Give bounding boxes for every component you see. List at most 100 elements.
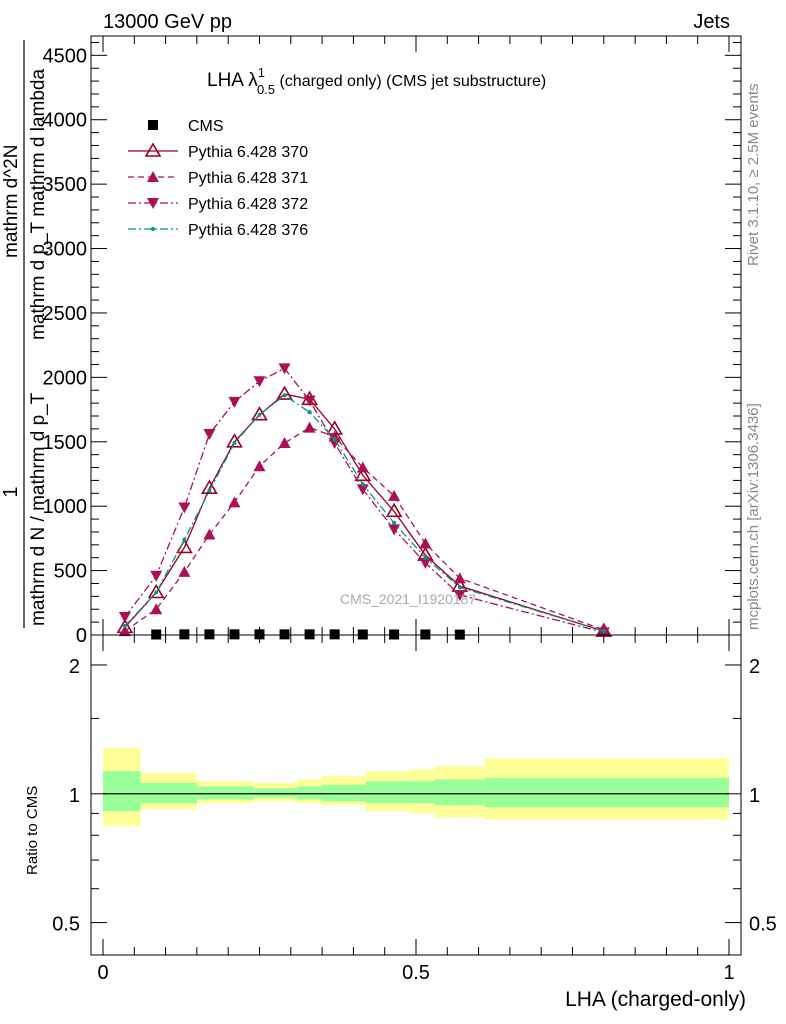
data-point [360, 482, 365, 487]
data-point [254, 629, 265, 640]
xlabel: LHA (charged-only) [565, 988, 746, 1011]
data-point [226, 433, 243, 448]
data-point [201, 479, 218, 494]
mcplots-label: mcplots.cern.ch [arXiv:1306.3436] [745, 403, 762, 630]
data-point [388, 489, 401, 501]
data-point [229, 629, 240, 640]
data-point [178, 502, 191, 514]
data-point [420, 629, 431, 640]
data-point [228, 496, 241, 508]
uncertainty-band-inner [253, 788, 298, 798]
data-point [357, 629, 368, 640]
uncertainty-band-inner [196, 786, 254, 800]
uncertainty-band-inner [297, 786, 323, 800]
series-line [124, 426, 605, 632]
ratio-plot-area: 0.5 0.5 1 1 2 2 0 0.5 1 [52, 635, 777, 984]
data-point [178, 565, 191, 577]
ratio-y-tick-label: 2 [69, 656, 80, 678]
data-point [354, 466, 372, 482]
data-point [150, 570, 163, 582]
data-point [392, 520, 397, 525]
ylabel-extra-b: mathrm d p_T mathrm d lambda [28, 69, 49, 340]
data-point [356, 484, 369, 496]
legend-marker [147, 171, 159, 182]
data-point [203, 528, 216, 540]
data-point [356, 461, 369, 473]
data-point [118, 611, 131, 623]
y-tick-label: 3000 [43, 239, 88, 261]
data-point [385, 502, 403, 518]
data-point [328, 438, 341, 450]
x-tick-label: 0.5 [402, 962, 430, 984]
legend-marker [147, 198, 159, 209]
ylabel-numerator: 1 [0, 486, 22, 497]
data-point [303, 421, 316, 433]
plot-title-main: LHA λ [207, 70, 258, 91]
uncertainty-band-inner [140, 782, 197, 804]
ratio-ylabel: Ratio to CMS [24, 786, 41, 875]
data-point [332, 437, 337, 442]
data-point [278, 437, 291, 449]
legend-marker [144, 142, 162, 157]
plot-title: LHA λ1 0.5 (charged only) (CMS jet substr… [207, 65, 546, 97]
ylabel-extra-a: mathrm d^2N [1, 145, 22, 258]
y-tick-label: 4500 [43, 45, 88, 67]
legend: CMS Pythia 6.428 370 Pythia 6.428 371 Pythi… [128, 118, 308, 239]
y-tick-label: 0 [76, 625, 87, 647]
y-tick-label: 4000 [43, 110, 88, 132]
uncertainty-band-inner [103, 771, 141, 812]
data-point [151, 629, 162, 640]
y-tick-label: 3500 [43, 174, 88, 196]
main-plot-area: 0 500 1000 1500 2000 2500 3000 3500 4000 4500 [43, 36, 741, 647]
data-point [279, 629, 290, 640]
data-point [419, 557, 432, 569]
legend-marker [151, 227, 155, 231]
plot-title-sup: 1 [258, 65, 265, 80]
data-point [122, 623, 127, 628]
data-point [276, 385, 293, 400]
uncertainty-band-inner [322, 784, 366, 802]
y-tick-label: 2000 [43, 367, 88, 389]
data-point [601, 629, 606, 634]
data-point [453, 590, 466, 602]
legend-label: Pythia 6.428 376 [188, 222, 308, 239]
plot-title-rest: (charged only) (CMS jet substructure) [275, 73, 546, 90]
data-point [150, 603, 163, 615]
data-point [253, 460, 266, 472]
category-label: Jets [693, 11, 730, 33]
data-point [303, 395, 316, 407]
data-point [204, 629, 215, 640]
watermark: CMS_2021_I1920187 [340, 591, 476, 607]
data-point [228, 396, 241, 408]
ratio-y-tick-label: 0.5 [52, 914, 80, 936]
data-point [182, 537, 187, 542]
ratio-frame [90, 634, 742, 956]
ratio-y-tick-label-right: 1 [749, 785, 760, 807]
energy-label: 13000 GeV pp [103, 11, 232, 33]
uncertainty-band-inner [484, 777, 729, 808]
y-tick-label: 2500 [43, 303, 88, 325]
data-point [457, 585, 462, 590]
data-point [389, 629, 400, 640]
legend-marker [148, 120, 158, 130]
data-point [203, 429, 216, 441]
data-point [307, 410, 312, 415]
data-point [232, 441, 237, 446]
data-point [147, 583, 165, 599]
data-point [207, 488, 212, 493]
ylabel-denominator: mathrm d N / mathrm d p_T [28, 392, 49, 626]
data-point [388, 524, 401, 536]
data-point [118, 625, 131, 637]
x-tick-label: 1 [723, 962, 734, 984]
y-tick-label: 1500 [43, 432, 88, 454]
ratio-y-tick-label: 1 [69, 785, 80, 807]
main-ylabel: 1 mathrm d N / mathrm d p_T mathrm d^2N … [0, 40, 49, 628]
legend-label: Pythia 6.428 370 [188, 144, 308, 161]
data-point [179, 629, 190, 640]
series-line [124, 367, 604, 634]
ratio-y-tick-label-right: 0.5 [749, 914, 777, 936]
data-point [154, 590, 159, 595]
data-point [329, 629, 340, 640]
uncertainty-band-inner [434, 779, 485, 806]
